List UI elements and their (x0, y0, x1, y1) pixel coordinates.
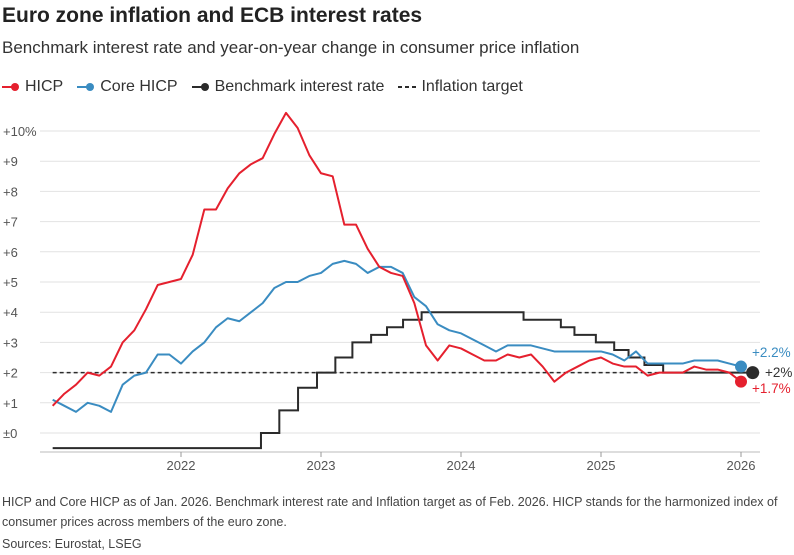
line-dot-icon (77, 83, 95, 91)
legend-label: Inflation target (421, 78, 523, 95)
x-tick-label: 2022 (167, 458, 196, 473)
benchmark-rate-end-dot (746, 366, 760, 380)
source-line: Sources: Eurostat, LSEG (2, 537, 142, 551)
x-tick-label: 2023 (307, 458, 336, 473)
hicp-end-dot (735, 375, 747, 388)
benchmark-rate-line (52, 311, 753, 450)
y-tick-label: +10% (3, 124, 37, 139)
legend-item: HICP (2, 78, 63, 96)
legend-item: Inflation target (398, 78, 523, 96)
y-tick-label: +4 (3, 305, 18, 320)
end-label-benchmark_rate: +2% (765, 365, 792, 380)
hicp-line (51, 111, 742, 407)
end-label-hicp: +1.7% (752, 381, 791, 396)
legend: HICP Core HICP Benchmark interest rate Infl… (2, 78, 523, 96)
line-dot-icon (191, 83, 209, 91)
core-hicp-line (52, 259, 742, 413)
legend-label: HICP (25, 78, 64, 95)
chart-note: HICP and Core HICP as of Jan. 2026. Benc… (2, 495, 778, 529)
chart-subtitle: Benchmark interest rate and year-on-year… (2, 38, 580, 57)
y-tick-label: +8 (3, 184, 18, 199)
y-tick-label: ±0 (3, 426, 17, 441)
y-tick-label: +7 (3, 215, 18, 230)
core-hicp-end-dot (735, 360, 747, 373)
x-tick-label: 2026 (727, 458, 756, 473)
y-tick-label: +5 (3, 275, 18, 290)
y-tick-label: +3 (3, 335, 18, 350)
end-label-core_hicp: +2.2% (752, 345, 791, 360)
legend-label: Benchmark interest rate (214, 78, 385, 95)
y-tick-label: +1 (3, 396, 18, 411)
y-tick-label: +6 (3, 245, 18, 260)
legend-label: Core HICP (100, 78, 178, 95)
chart: ±0 +1 +2 +3 +4 +5 +6 +7 +8 +9 +10% 2022 2023 2024 2025… (3, 111, 792, 473)
legend-item: Benchmark interest rate (191, 78, 385, 96)
legend-item: Core HICP (77, 78, 178, 96)
line-dot-icon (2, 83, 19, 91)
x-tick-label: 2024 (447, 458, 476, 473)
dashed-line-icon (398, 86, 417, 88)
chart-title: Euro zone inflation and ECB interest rat… (2, 4, 423, 27)
x-tick-label: 2025 (587, 458, 616, 473)
y-tick-label: +9 (3, 154, 18, 169)
y-tick-label: +2 (3, 366, 18, 381)
